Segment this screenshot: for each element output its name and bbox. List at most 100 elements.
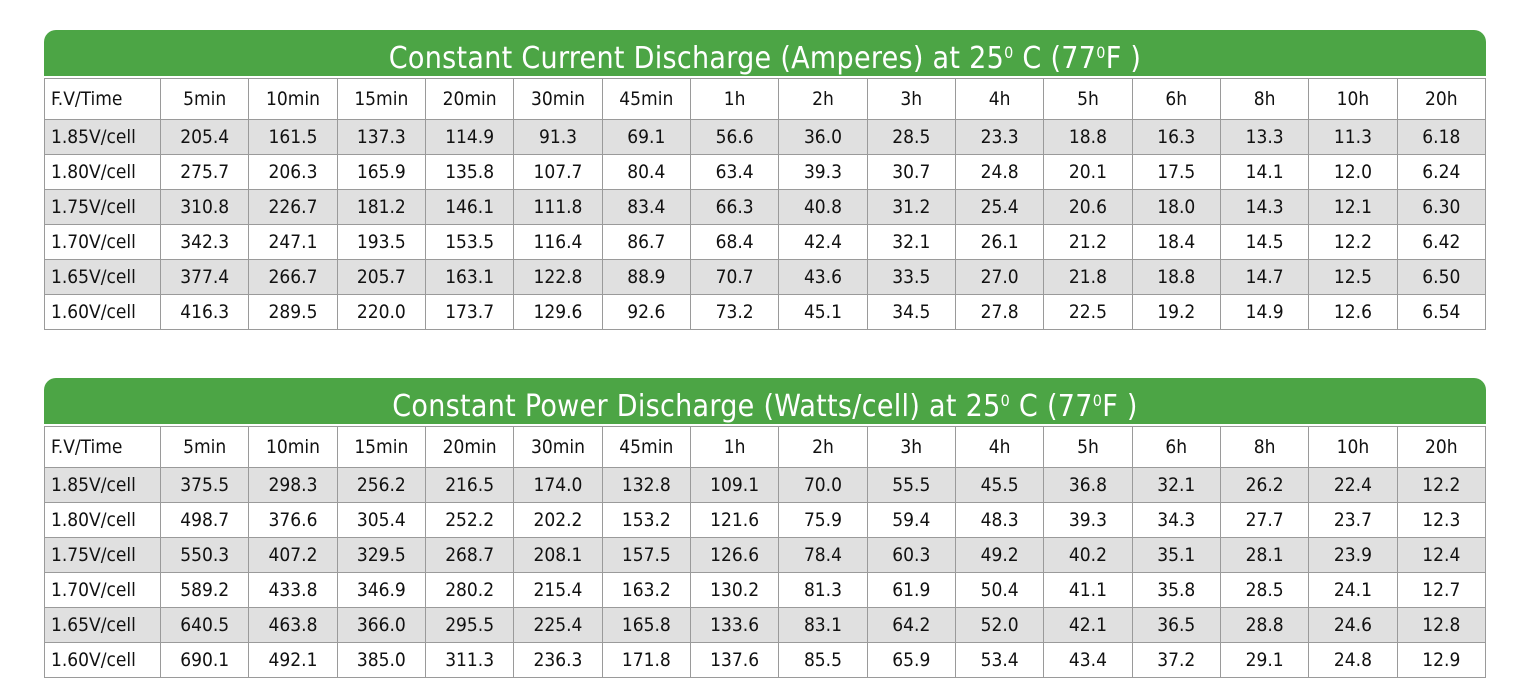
value-cell: 45.5 xyxy=(954,467,1045,503)
value-cell: 305.4 xyxy=(336,502,426,538)
value-cell: 193.5 xyxy=(336,224,426,260)
table-block: Constant Current Discharge (Amperes) at … xyxy=(44,30,1487,330)
value-cell: 12.2 xyxy=(1396,467,1487,503)
value-cell: 280.2 xyxy=(424,572,515,608)
title-text: F ) xyxy=(1105,41,1142,76)
value-cell: 132.8 xyxy=(601,467,691,503)
header-cell: 30min xyxy=(513,426,603,468)
value-cell: 61.9 xyxy=(866,572,956,608)
header-cell: 2h xyxy=(778,78,868,120)
value-cell: 24.8 xyxy=(954,154,1045,190)
value-cell: 50.4 xyxy=(954,572,1045,608)
header-cell: 6h xyxy=(1131,78,1221,120)
header-cell: 15min xyxy=(336,78,426,120)
value-cell: 35.8 xyxy=(1131,572,1221,608)
value-cell: 114.9 xyxy=(424,119,515,155)
value-cell: 153.2 xyxy=(601,502,691,538)
value-cell: 27.8 xyxy=(954,294,1045,330)
header-cell: 4h xyxy=(954,78,1045,120)
value-cell: 20.1 xyxy=(1043,154,1133,190)
value-cell: 416.3 xyxy=(159,294,250,330)
value-cell: 256.2 xyxy=(336,467,426,503)
value-cell: 165.9 xyxy=(336,154,426,190)
value-cell: 12.6 xyxy=(1308,294,1398,330)
value-cell: 205.7 xyxy=(336,259,426,295)
value-cell: 40.2 xyxy=(1043,537,1133,573)
value-cell: 226.7 xyxy=(248,189,338,225)
header-cell: 4h xyxy=(954,426,1045,468)
value-cell: 36.5 xyxy=(1131,607,1221,643)
value-cell: 163.2 xyxy=(601,572,691,608)
header-cell: 5h xyxy=(1043,78,1133,120)
header-cell: 1h xyxy=(689,78,780,120)
value-cell: 225.4 xyxy=(513,607,603,643)
degree-mark: 0 xyxy=(1000,391,1011,410)
value-cell: 433.8 xyxy=(248,572,338,608)
data-row: 1.60V/cell 416.3 289.5 220.0 173.7 129.6 92.6 7… xyxy=(44,294,1487,330)
header-cell: 5min xyxy=(159,78,250,120)
value-cell: 6.50 xyxy=(1396,259,1487,295)
value-cell: 41.1 xyxy=(1043,572,1133,608)
value-cell: 30.7 xyxy=(866,154,956,190)
value-cell: 40.8 xyxy=(778,189,868,225)
value-cell: 56.6 xyxy=(689,119,780,155)
value-cell: 23.7 xyxy=(1308,502,1398,538)
header-cell: 45min xyxy=(601,78,691,120)
value-cell: 12.8 xyxy=(1396,607,1487,643)
value-cell: 26.1 xyxy=(954,224,1045,260)
value-cell: 14.3 xyxy=(1219,189,1310,225)
header-row: F.V/Time 5min 10min 15min 20min 30min 45min 1h 2… xyxy=(44,426,1487,468)
value-cell: 146.1 xyxy=(424,189,515,225)
title-text: C (77 xyxy=(1010,389,1093,424)
value-cell: 65.9 xyxy=(866,642,956,678)
degree-mark: 0 xyxy=(1092,391,1103,410)
value-cell: 28.1 xyxy=(1219,537,1310,573)
value-cell: 85.5 xyxy=(778,642,868,678)
data-table: F.V/Time 5min 10min 15min 20min 30min 45min 1h 2… xyxy=(44,78,1487,330)
row-label: 1.75V/cell xyxy=(44,189,161,225)
value-cell: 49.2 xyxy=(954,537,1045,573)
value-cell: 173.7 xyxy=(424,294,515,330)
header-cell: 10h xyxy=(1308,78,1398,120)
value-cell: 34.5 xyxy=(866,294,956,330)
header-cell: 10h xyxy=(1308,426,1398,468)
row-label: 1.60V/cell xyxy=(44,294,161,330)
value-cell: 205.4 xyxy=(159,119,250,155)
row-label: 1.85V/cell xyxy=(44,467,161,503)
value-cell: 109.1 xyxy=(689,467,780,503)
value-cell: 42.1 xyxy=(1043,607,1133,643)
value-cell: 92.6 xyxy=(601,294,691,330)
value-cell: 6.30 xyxy=(1396,189,1487,225)
row-label: 1.70V/cell xyxy=(44,224,161,260)
value-cell: 45.1 xyxy=(778,294,868,330)
header-cell: 30min xyxy=(513,78,603,120)
value-cell: 83.1 xyxy=(778,607,868,643)
data-row: 1.85V/cell 375.5 298.3 256.2 216.5 174.0 132.8… xyxy=(44,467,1487,503)
value-cell: 22.5 xyxy=(1043,294,1133,330)
value-cell: 80.4 xyxy=(601,154,691,190)
value-cell: 135.8 xyxy=(424,154,515,190)
value-cell: 174.0 xyxy=(513,467,603,503)
value-cell: 27.7 xyxy=(1219,502,1310,538)
value-cell: 32.1 xyxy=(1131,467,1221,503)
value-cell: 55.5 xyxy=(866,467,956,503)
value-cell: 83.4 xyxy=(601,189,691,225)
value-cell: 215.4 xyxy=(513,572,603,608)
value-cell: 18.4 xyxy=(1131,224,1221,260)
value-cell: 63.4 xyxy=(689,154,780,190)
value-cell: 376.6 xyxy=(248,502,338,538)
value-cell: 16.3 xyxy=(1131,119,1221,155)
value-cell: 91.3 xyxy=(513,119,603,155)
value-cell: 28.5 xyxy=(1219,572,1310,608)
value-cell: 43.4 xyxy=(1043,642,1133,678)
header-cell: 5h xyxy=(1043,426,1133,468)
data-row: 1.65V/cell 377.4 266.7 205.7 163.1 122.8 88.9 7… xyxy=(44,259,1487,295)
header-row: F.V/Time 5min 10min 15min 20min 30min 45min 1h 2… xyxy=(44,78,1487,120)
degree-mark: 0 xyxy=(1004,43,1014,62)
value-cell: 165.8 xyxy=(601,607,691,643)
value-cell: 137.6 xyxy=(689,642,780,678)
row-label: 1.80V/cell xyxy=(44,154,161,190)
value-cell: 163.1 xyxy=(424,259,515,295)
value-cell: 137.3 xyxy=(336,119,426,155)
